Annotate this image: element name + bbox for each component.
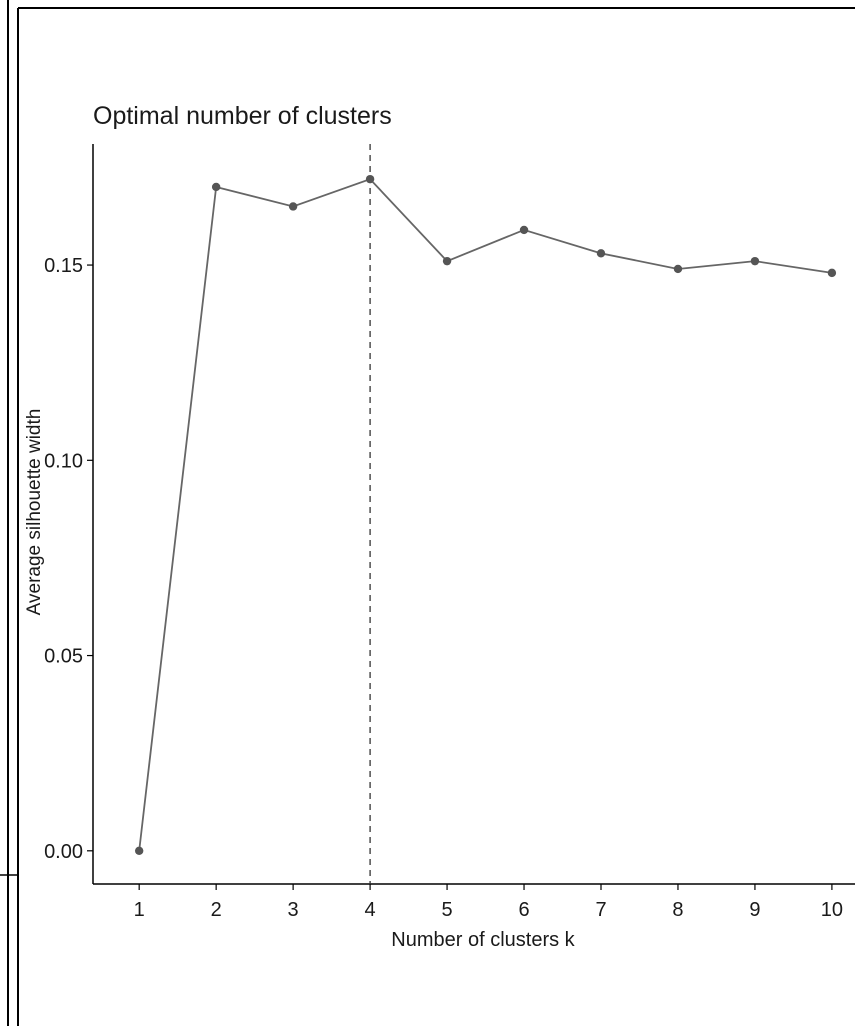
data-point-k9 <box>750 256 760 266</box>
x-tick-label: 8 <box>672 899 683 921</box>
y-ticks: 0.00 0.05 0.10 0.15 <box>44 255 93 863</box>
series-line <box>138 178 833 851</box>
x-tick-label: 4 <box>365 899 376 921</box>
x-tick-label: 6 <box>518 899 529 921</box>
x-tick-label: 10 <box>821 899 843 921</box>
x-tick-label: 2 <box>211 899 222 921</box>
chart-title: Optimal number of clusters <box>93 102 392 130</box>
x-tick-label: 5 <box>441 899 452 921</box>
x-tick-label: 9 <box>749 899 760 921</box>
data-point-k2 <box>211 182 221 192</box>
x-tick-label: 3 <box>288 899 299 921</box>
data-point-k3 <box>288 202 298 211</box>
x-ticks: 1 2 3 4 5 6 7 8 9 10 <box>134 884 843 921</box>
data-point-k4 <box>365 174 375 184</box>
data-point-k7 <box>596 249 606 258</box>
data-point-k1 <box>134 846 144 856</box>
data-point-k6 <box>519 225 529 235</box>
data-point-k5 <box>442 256 452 266</box>
y-tick-label: 0.10 <box>44 450 83 472</box>
x-tick-label: 7 <box>595 899 606 921</box>
y-tick-label: 0.15 <box>44 255 83 277</box>
x-tick-label: 1 <box>134 899 145 921</box>
y-tick-label: 0.00 <box>44 841 83 863</box>
series-layer <box>134 174 837 856</box>
data-point-k8 <box>673 264 683 274</box>
y-tick-label: 0.05 <box>44 646 83 668</box>
data-point-k10 <box>827 268 837 278</box>
x-axis-label: Number of clusters k <box>391 929 575 951</box>
y-axis-label: Average silhouette width <box>24 409 45 616</box>
